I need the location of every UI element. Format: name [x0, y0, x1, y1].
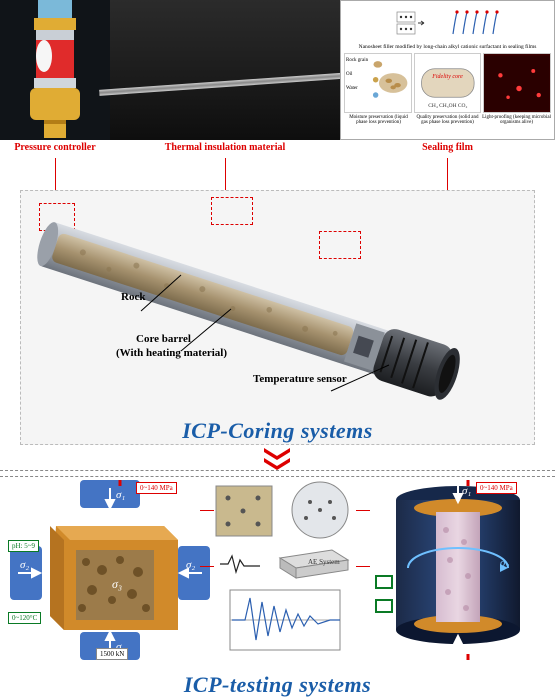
conn-r-1 [356, 510, 370, 511]
tag-ph: pH: 5~9 [8, 540, 39, 552]
sealing-film-bottom-row: Rock grain Oil Water [344, 53, 551, 113]
fidelity-core-label: Fidelity core [415, 74, 481, 80]
rock-label: Rock [121, 291, 145, 303]
foot2: Quality preservation (solid and gas phas… [413, 115, 482, 126]
chevron-down-icon [262, 446, 292, 470]
triaxial-cube-panel: σ₁ σ₁ σ₂ σ₂ σ₃ 0~140 MPa pH: 5~9 0~120°C… [10, 480, 210, 660]
svg-text:σ₁: σ₁ [462, 485, 471, 497]
svg-text:AE System: AE System [308, 558, 340, 566]
sealing-film-footer: Moisture preservation (liquid phase loss… [344, 115, 551, 126]
sealing-film-panel: Nanosheet filler modified by long-chain … [340, 0, 555, 140]
core-cylinder-svg: CH₄ CH₃OH CO₂ [415, 54, 481, 112]
svg-text:σ₂: σ₂ [20, 559, 29, 571]
conn-r-2 [356, 566, 370, 567]
dash-sep-2 [0, 476, 555, 477]
middle-instruments-panel: AE System [210, 480, 360, 660]
temp-sensor-label: Temperature sensor [253, 373, 347, 385]
tag-pressure-range: 0~140 MPa [136, 482, 177, 494]
testing-title: ICP-testing systems [0, 672, 555, 698]
pressure-controller-svg [0, 0, 110, 140]
triaxial-cylinder-panel: σ₁ σ₁ σ₂ 0~140 MPa [370, 480, 545, 660]
light-proof-svg [484, 54, 550, 112]
thermal-insulation-panel [110, 0, 340, 140]
sealing-film-inner: Nanosheet filler modified by long-chain … [344, 4, 551, 136]
core-barrel-svg [31, 201, 526, 436]
triaxial-cylinder-svg: σ₁ σ₁ σ₂ [370, 480, 545, 660]
coring-title: ICP-Coring systems [0, 418, 555, 444]
triaxial-cube-svg: σ₁ σ₁ σ₂ σ₂ σ₃ [10, 480, 210, 660]
coring-system-panel: Rock Core barrel (With heating material)… [20, 190, 535, 445]
tag-force: 1500 kN [96, 648, 128, 660]
tag-temp: 0~120°C [8, 612, 41, 624]
svg-text:CH₄ CH₃OH CO₂: CH₄ CH₃OH CO₂ [428, 103, 467, 109]
svg-text:σ₂: σ₂ [186, 559, 195, 571]
sealing-film-top-row [344, 4, 551, 42]
moisture-svg [345, 54, 411, 112]
nanosheet-schematic-icon [394, 8, 444, 38]
surfactant-chains-icon [447, 8, 502, 38]
svg-text:σ₁: σ₁ [116, 489, 125, 501]
core-barrel-label: Core barrel [136, 333, 191, 345]
core-barrel-sub: (With heating material) [116, 347, 227, 359]
svg-text:σ₂: σ₂ [500, 557, 509, 569]
moisture-preservation-box: Rock grain Oil Water [344, 53, 412, 113]
tag-pressure-range-2: 0~140 MPa [476, 482, 517, 494]
dash-sep-1 [0, 470, 555, 471]
quality-preservation-box: CH₄ CH₃OH CO₂ Fidelity core [414, 53, 482, 113]
testing-systems-panel: σ₁ σ₁ σ₂ σ₂ σ₃ 0~140 MPa pH: 5~9 0~120°C… [0, 480, 555, 670]
light-proofing-box [483, 53, 551, 113]
conn-l-1 [200, 510, 214, 511]
foot3: Light-proofing (keeping microbial organi… [482, 115, 551, 126]
svg-text:σ₃: σ₃ [112, 577, 122, 591]
sealing-film-caption-line: Nanosheet filler modified by long-chain … [344, 44, 551, 51]
middle-svg: AE System [210, 480, 360, 660]
pressure-controller-panel [0, 0, 110, 140]
conn-l-2 [200, 566, 214, 567]
foot1: Moisture preservation (liquid phase loss… [344, 115, 413, 126]
